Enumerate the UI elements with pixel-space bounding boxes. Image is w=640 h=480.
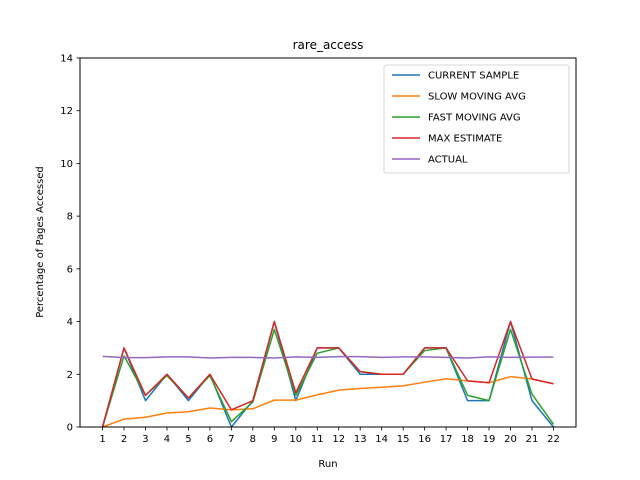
x-tick-label: 13 <box>354 434 367 445</box>
x-tick-label: 22 <box>547 434 560 445</box>
x-tick-label: 10 <box>289 434 302 445</box>
y-tick-label: 10 <box>60 159 73 170</box>
y-tick-label: 4 <box>67 317 73 328</box>
x-tick-label: 21 <box>526 434 539 445</box>
legend-label-actual: ACTUAL <box>428 155 468 166</box>
x-tick-label: 1 <box>99 434 105 445</box>
x-tick-label: 15 <box>397 434 410 445</box>
y-axis: 0 2 4 6 8 10 12 14 <box>60 54 80 434</box>
y-axis-label: Percentage of Pages Accessed <box>35 166 46 318</box>
x-axis-label: Run <box>318 459 337 470</box>
y-tick-label: 2 <box>67 370 73 381</box>
y-tick-label: 0 <box>67 423 73 434</box>
x-tick-label: 4 <box>164 434 170 445</box>
x-tick-label: 9 <box>271 434 277 445</box>
x-tick-label: 19 <box>483 434 496 445</box>
x-tick-label: 6 <box>207 434 213 445</box>
x-tick-label: 3 <box>142 434 148 445</box>
x-tick-label: 14 <box>375 434 388 445</box>
chart-title: rare_access <box>293 38 364 52</box>
y-tick-label: 12 <box>60 106 73 117</box>
series-line-actual <box>102 355 554 359</box>
x-tick-label: 17 <box>440 434 453 445</box>
series-line-current-sample <box>101 320 555 428</box>
x-tick-label: 18 <box>461 434 474 445</box>
legend-label-slow-moving-avg: SLOW MOVING AVG <box>428 92 526 103</box>
series-line-slow-moving-avg <box>102 375 554 428</box>
x-tick-label: 16 <box>418 434 431 445</box>
x-tick-label: 20 <box>504 434 517 445</box>
legend-label-fast-moving-avg: FAST MOVING AVG <box>428 113 521 124</box>
x-tick-label: 11 <box>311 434 324 445</box>
x-tick-label: 5 <box>185 434 191 445</box>
x-tick-label: 12 <box>332 434 345 445</box>
y-tick-label: 14 <box>60 54 73 65</box>
x-tick-label: 7 <box>228 434 234 445</box>
series-layer <box>101 320 555 428</box>
legend: CURRENT SAMPLE SLOW MOVING AVG FAST MOVING… <box>383 64 570 174</box>
x-tick-label: 2 <box>121 434 127 445</box>
x-tick-label: 8 <box>250 434 256 445</box>
legend-box <box>383 64 570 174</box>
legend-label-max-estimate: MAX ESTIMATE <box>428 134 502 145</box>
y-tick-label: 8 <box>67 212 73 223</box>
x-axis: 1 2 3 4 5 6 7 8 9 10 11 12 13 14 15 16 17 18 19 20 21 22 <box>99 427 560 445</box>
legend-label-current-sample: CURRENT SAMPLE <box>428 71 519 82</box>
series-line-max-estimate <box>101 320 554 428</box>
plot-area-frame <box>79 57 577 428</box>
y-tick-label: 6 <box>67 264 73 275</box>
